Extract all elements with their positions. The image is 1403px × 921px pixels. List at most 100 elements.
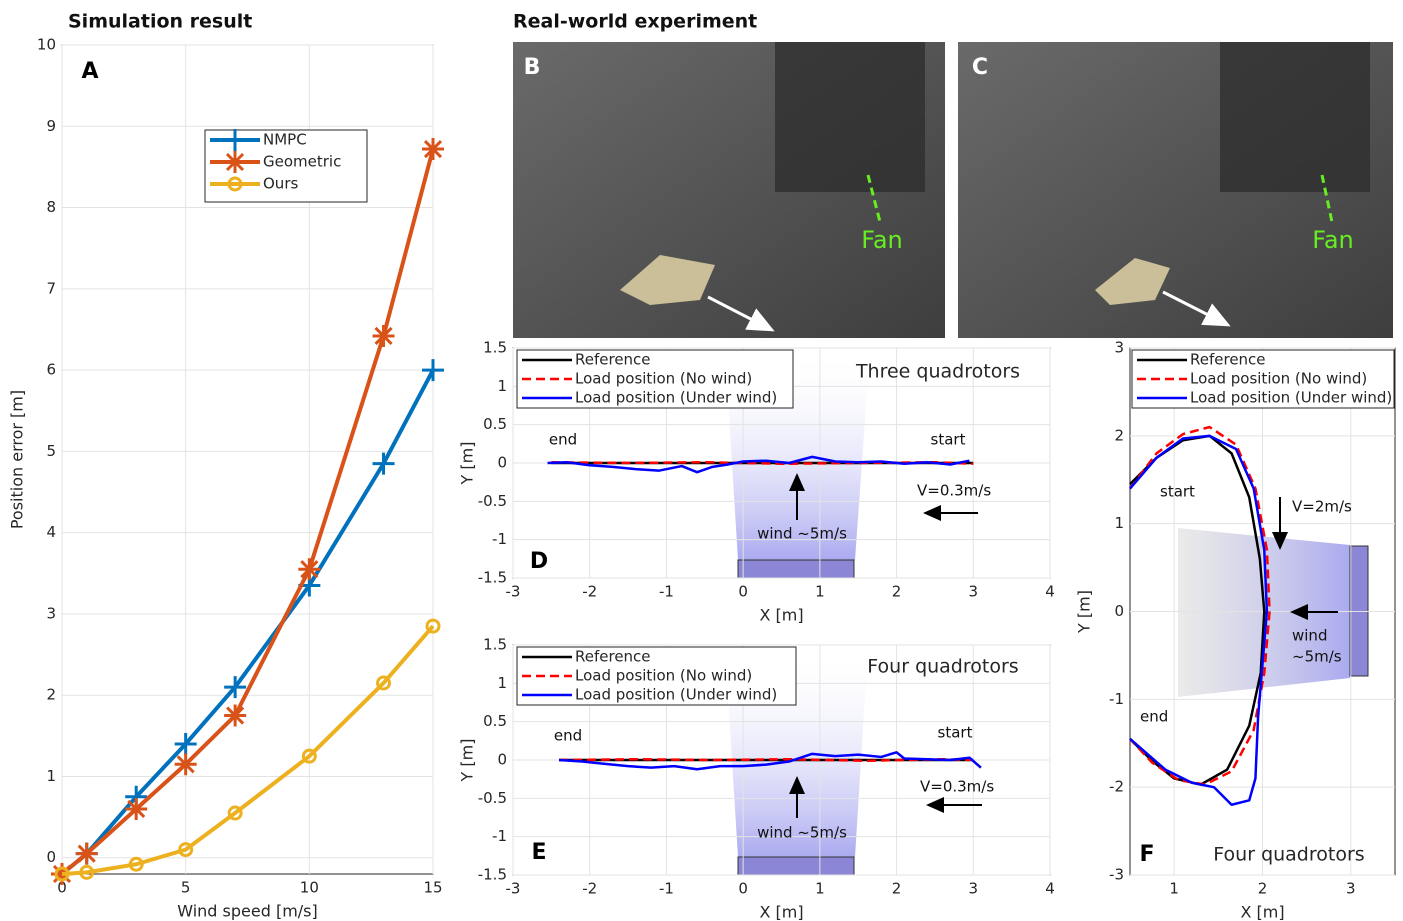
y-tick-label: 1: [497, 674, 507, 692]
x-tick-label: 4: [1045, 583, 1055, 601]
y-tick-label: 8: [46, 198, 56, 216]
annotation: V=2m/s: [1292, 498, 1352, 516]
y-tick-label: 0: [46, 848, 56, 866]
annotation: end: [1140, 708, 1168, 726]
fan-shape: [775, 42, 925, 192]
x-tick-label: 1: [1169, 880, 1179, 898]
x-tick-label: 10: [300, 879, 319, 897]
chart-title: Four quadrotors: [867, 656, 1018, 678]
x-tick-label: 3: [969, 880, 979, 898]
panel-label: E: [531, 840, 546, 865]
y-tick-label: 6: [46, 361, 56, 379]
x-tick-label: 1: [815, 880, 825, 898]
legend-label: Reference: [1190, 351, 1266, 369]
x-tick-label: -1: [659, 880, 674, 898]
point-marker: [224, 151, 246, 173]
fan: [738, 857, 854, 875]
legend-label: Load position (No wind): [1190, 370, 1367, 388]
y-axis-label: Position error [m]: [8, 390, 27, 529]
x-tick-label: -2: [582, 583, 597, 601]
point-marker: [422, 138, 444, 160]
panel-label: F: [1139, 842, 1154, 867]
figure: Simulation result051015012345678910Wind …: [0, 0, 1403, 921]
x-tick-label: 2: [1258, 880, 1268, 898]
y-tick-label: -1: [492, 827, 507, 845]
y-tick-label: -0.5: [478, 789, 507, 807]
legend-label: Geometric: [263, 153, 341, 171]
point-marker: [125, 798, 147, 820]
point-marker: [175, 753, 197, 775]
y-tick-label: -1: [492, 530, 507, 548]
point-marker: [298, 558, 320, 580]
marker-shape: [422, 359, 444, 381]
y-tick-label: 10: [37, 36, 56, 54]
legend-label: Load position (No wind): [575, 667, 752, 685]
y-tick-label: 0: [1114, 602, 1124, 620]
y-tick-label: 5: [46, 442, 56, 460]
point-marker: [373, 325, 395, 347]
legend-label: Ours: [263, 175, 298, 193]
marker-shape: [373, 325, 395, 347]
annotation: start: [1160, 483, 1195, 501]
y-tick-label: -3: [1109, 866, 1124, 884]
data-line: [62, 626, 433, 874]
x-tick-label: -3: [506, 880, 521, 898]
y-tick-label: 0.5: [483, 415, 507, 433]
marker-shape: [422, 138, 444, 160]
y-tick-label: -1: [1109, 690, 1124, 708]
x-tick-label: 1: [815, 583, 825, 601]
x-tick-label: 0: [738, 583, 748, 601]
y-tick-label: 0.5: [483, 712, 507, 730]
chart-title: Three quadrotors: [855, 361, 1020, 383]
legend-label: NMPC: [263, 131, 307, 149]
y-axis-label: Y [m]: [458, 442, 477, 486]
annotation: V=0.3m/s: [917, 482, 991, 500]
x-tick-label: 15: [423, 879, 442, 897]
marker-shape: [125, 798, 147, 820]
data-line: [62, 149, 433, 874]
annotation: wind ~5m/s: [757, 824, 847, 842]
x-tick-label: -2: [582, 880, 597, 898]
annotation: wind ~5m/s: [757, 525, 847, 543]
y-tick-label: -0.5: [478, 492, 507, 510]
x-tick-label: -1: [659, 583, 674, 601]
x-tick-label: -3: [506, 583, 521, 601]
y-axis-label: Y [m]: [1075, 590, 1094, 634]
y-tick-label: 7: [46, 279, 56, 297]
x-axis-label: Wind speed [m/s]: [177, 902, 318, 921]
x-tick-label: 0: [738, 880, 748, 898]
x-tick-label: 2: [892, 880, 902, 898]
y-tick-label: 3: [46, 604, 56, 622]
annotation: end: [554, 727, 582, 745]
marker-shape: [175, 753, 197, 775]
section-title: Real-world experiment: [513, 11, 757, 33]
y-tick-label: -1.5: [478, 866, 507, 884]
y-tick-label: 2: [1114, 426, 1124, 444]
legend-label: Load position (Under wind): [575, 686, 777, 704]
y-tick-label: 4: [46, 523, 56, 541]
annotation: Fan: [1312, 226, 1354, 254]
panel-label: A: [81, 59, 98, 84]
y-tick-label: 1.5: [483, 636, 507, 654]
point-marker: [373, 453, 395, 475]
x-tick-label: 2: [892, 583, 902, 601]
section-title: Simulation result: [68, 11, 252, 33]
annotation: V=0.3m/s: [920, 778, 994, 796]
y-tick-label: 3: [1114, 339, 1124, 357]
y-tick-label: -1.5: [478, 569, 507, 587]
marker-shape: [224, 151, 246, 173]
marker-shape: [76, 843, 98, 865]
y-tick-label: 1: [497, 377, 507, 395]
x-axis-label: X [m]: [759, 606, 803, 625]
legend-label: Load position (No wind): [575, 370, 752, 388]
point-marker: [76, 843, 98, 865]
annotation: start: [931, 431, 966, 449]
fan-shape: [1220, 42, 1370, 192]
x-tick-label: 3: [969, 583, 979, 601]
marker-shape: [373, 453, 395, 475]
y-tick-label: -2: [1109, 778, 1124, 796]
x-tick-label: 5: [181, 879, 191, 897]
panel-label: C: [972, 55, 988, 80]
y-tick-label: 9: [46, 117, 56, 135]
panel-label: D: [530, 549, 548, 574]
